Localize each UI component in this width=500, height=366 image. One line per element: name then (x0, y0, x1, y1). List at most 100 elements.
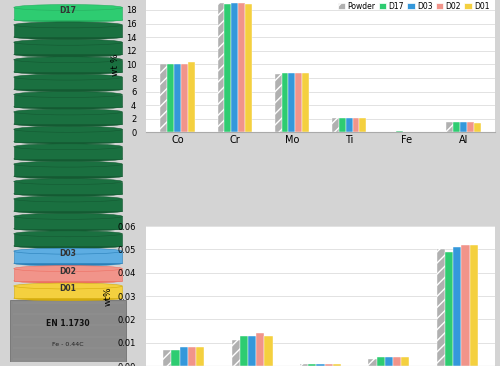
Ellipse shape (14, 92, 122, 97)
Ellipse shape (14, 122, 122, 127)
Bar (446, 122, 453, 132)
Y-axis label: wt %: wt % (111, 53, 120, 76)
Bar (467, 122, 474, 132)
Bar (453, 122, 460, 132)
Bar (14, 286, 122, 298)
Ellipse shape (14, 104, 122, 109)
Bar (256, 333, 264, 366)
Legend: Powder, D17, D03, D02, D01: Powder, D17, D03, D02, D01 (336, 0, 491, 12)
Ellipse shape (14, 69, 122, 75)
Bar (474, 123, 480, 132)
Bar (240, 336, 248, 366)
Bar (376, 357, 385, 366)
Ellipse shape (14, 243, 122, 249)
Ellipse shape (14, 213, 122, 219)
Bar (196, 347, 204, 366)
Ellipse shape (14, 144, 122, 150)
Bar (231, 3, 238, 132)
Bar (14, 251, 122, 264)
Bar (300, 364, 308, 366)
Bar (339, 117, 345, 132)
Bar (238, 3, 245, 132)
Bar (14, 216, 122, 228)
Bar (174, 64, 181, 132)
Ellipse shape (14, 161, 122, 167)
Ellipse shape (14, 74, 122, 80)
Y-axis label: wt%: wt% (103, 286, 112, 306)
Ellipse shape (14, 17, 122, 22)
Ellipse shape (14, 209, 122, 214)
Ellipse shape (14, 231, 122, 237)
Bar (296, 73, 302, 132)
Text: EN 1.1730: EN 1.1730 (46, 319, 90, 328)
Ellipse shape (14, 156, 122, 161)
Bar (14, 94, 122, 107)
Ellipse shape (14, 39, 122, 45)
Bar (368, 359, 376, 366)
Bar (188, 62, 194, 132)
Bar (14, 269, 122, 281)
Bar (274, 74, 281, 132)
Ellipse shape (14, 226, 122, 231)
Bar (460, 122, 467, 132)
Bar (360, 117, 366, 132)
Bar (232, 340, 239, 366)
Ellipse shape (14, 283, 122, 289)
Bar (282, 73, 288, 132)
Bar (14, 182, 122, 194)
Bar (332, 117, 339, 132)
Ellipse shape (14, 139, 122, 144)
Ellipse shape (14, 179, 122, 184)
Bar (393, 357, 401, 366)
Bar (14, 112, 122, 124)
Ellipse shape (14, 278, 122, 283)
Ellipse shape (14, 57, 122, 63)
Ellipse shape (14, 248, 122, 254)
Bar (308, 364, 316, 366)
Ellipse shape (14, 34, 122, 40)
Bar (167, 64, 174, 132)
Bar (218, 3, 224, 132)
Bar (14, 77, 122, 89)
Bar (437, 250, 445, 366)
Bar (14, 60, 122, 72)
Ellipse shape (14, 52, 122, 57)
Bar (288, 73, 296, 132)
Bar (160, 64, 167, 132)
Bar (352, 117, 360, 132)
Bar (14, 164, 122, 176)
Bar (385, 357, 393, 366)
Bar (333, 364, 341, 366)
Ellipse shape (14, 261, 122, 266)
Bar (188, 347, 196, 366)
Text: D17: D17 (60, 6, 76, 15)
Ellipse shape (14, 191, 122, 196)
Bar (172, 350, 179, 366)
Ellipse shape (14, 174, 122, 179)
Bar (14, 199, 122, 211)
Bar (324, 364, 333, 366)
Text: D01: D01 (60, 284, 76, 293)
Bar (245, 4, 252, 132)
Ellipse shape (14, 196, 122, 202)
Bar (14, 7, 122, 20)
Ellipse shape (14, 296, 122, 301)
Bar (346, 117, 352, 132)
Text: D03: D03 (60, 250, 76, 258)
Ellipse shape (14, 109, 122, 115)
Ellipse shape (14, 266, 122, 272)
Bar (163, 350, 172, 366)
Bar (14, 25, 122, 37)
Text: Fe - 0.44C: Fe - 0.44C (52, 342, 84, 347)
Bar (316, 364, 324, 366)
Bar (10, 299, 126, 362)
Bar (445, 252, 454, 366)
Ellipse shape (14, 22, 122, 28)
Bar (14, 147, 122, 159)
Bar (454, 247, 462, 366)
Bar (14, 42, 122, 55)
Bar (302, 73, 309, 132)
Bar (14, 129, 122, 142)
Bar (180, 347, 188, 366)
Text: D02: D02 (60, 267, 76, 276)
